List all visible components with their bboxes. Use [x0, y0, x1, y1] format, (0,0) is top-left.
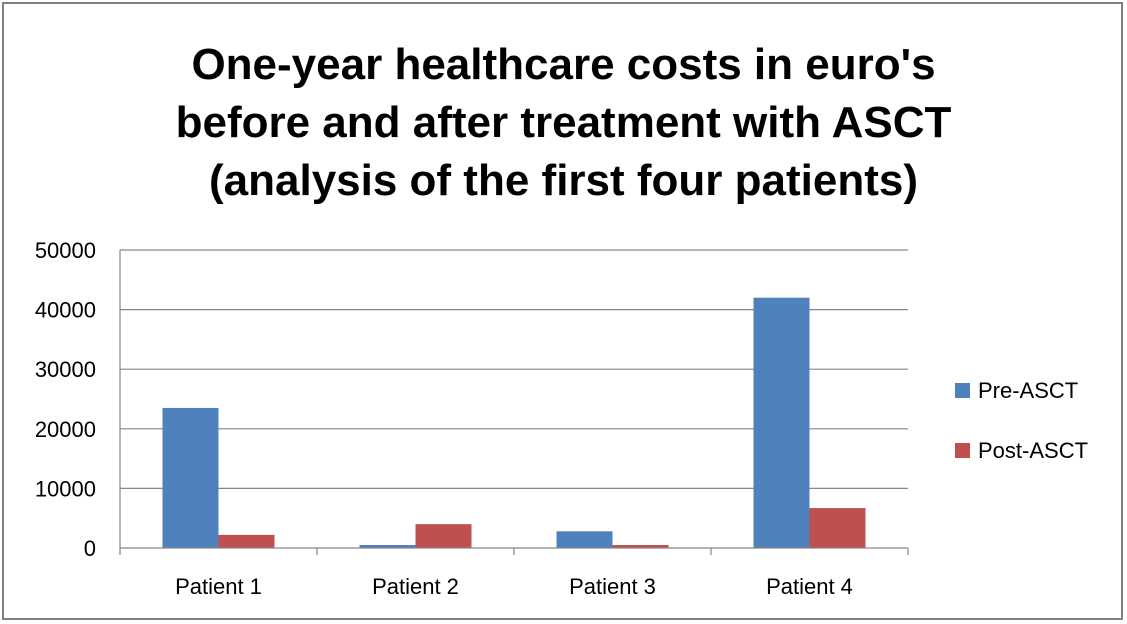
y-tick-label: 50000 — [35, 238, 96, 263]
bar-post-asct-2 — [415, 524, 472, 548]
chart-title: One-year healthcare costs in euro's befo… — [0, 36, 1127, 210]
bars — [162, 297, 866, 548]
bar-post-asct-1 — [218, 534, 275, 548]
x-tick-label: Patient 2 — [372, 574, 459, 599]
legend: Pre-ASCT Post-ASCT — [955, 378, 1088, 463]
y-tick-label: 20000 — [35, 417, 96, 442]
bar-pre-asct-2 — [359, 545, 416, 548]
x-tick-label: Patient 4 — [766, 574, 853, 599]
bar-pre-asct-1 — [162, 407, 219, 548]
bar-pre-asct-4 — [753, 297, 810, 548]
bar-post-asct-4 — [809, 508, 866, 548]
legend-label: Post-ASCT — [978, 438, 1088, 463]
chart-title-line-3: (analysis of the first four patients) — [209, 156, 918, 205]
y-tick-label: 30000 — [35, 357, 96, 382]
chart-title-line-1: One-year healthcare costs in euro's — [191, 40, 936, 89]
y-tick-label: 10000 — [35, 476, 96, 501]
legend-swatch — [955, 443, 970, 458]
x-tick-label: Patient 3 — [569, 574, 656, 599]
axes: 0 10000 20000 30000 40000 50000 Patient 1 Patie… — [35, 238, 909, 599]
x-tick-label: Patient 1 — [175, 574, 262, 599]
y-tick-label: 0 — [84, 536, 96, 561]
bar-pre-asct-3 — [556, 531, 613, 548]
bar-post-asct-3 — [612, 545, 669, 548]
y-tick-label: 40000 — [35, 298, 96, 323]
chart-title-line-2: before and after treatment with ASCT — [175, 98, 952, 147]
legend-label: Pre-ASCT — [978, 378, 1078, 403]
legend-swatch — [955, 383, 970, 398]
